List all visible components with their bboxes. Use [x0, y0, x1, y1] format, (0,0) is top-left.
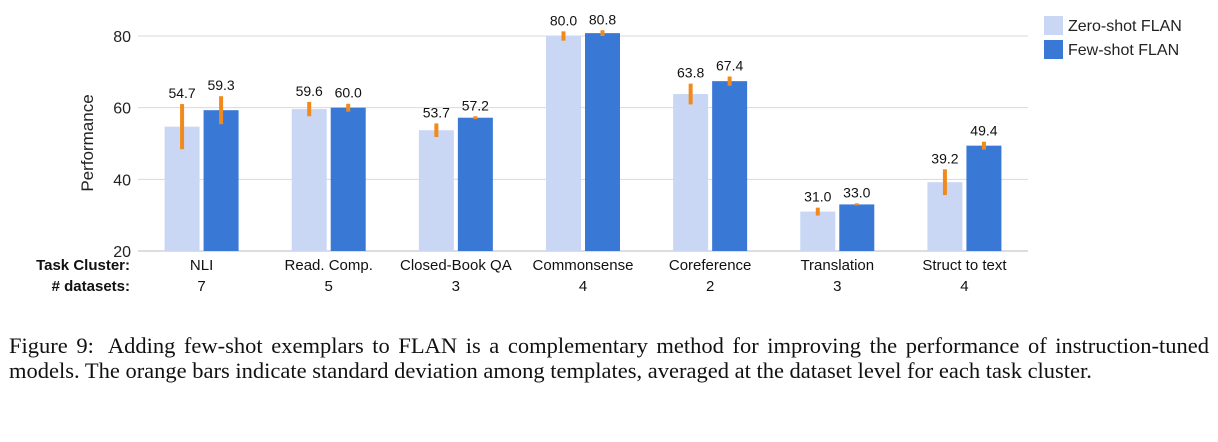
error-bar — [600, 30, 605, 36]
dataset-count-labels: 7 5 3 4 2 3 4 — [197, 278, 968, 295]
bar — [966, 145, 1002, 251]
bars — [164, 33, 1002, 252]
value-label: 80.0 — [550, 12, 577, 28]
y-tick-label: 40 — [113, 172, 131, 189]
value-label: 54.7 — [168, 85, 195, 101]
category-label: Coreference — [669, 257, 752, 274]
value-labels: 54.7 59.3 59.6 60.0 53.7 57.2 80.0 80.8 63.8 67.4… — [168, 11, 997, 204]
caption-label: Figure 9: — [9, 333, 94, 358]
category-labels: NLI Read. Comp. Closed-Book QA Commonsense C… — [190, 257, 1007, 274]
bar — [203, 110, 239, 251]
value-label: 63.8 — [677, 65, 704, 81]
category-label: Struct to text — [922, 257, 1007, 274]
bar — [418, 130, 454, 251]
category-label: Commonsense — [533, 257, 634, 274]
legend-label: Zero-shot FLAN — [1068, 18, 1182, 35]
dataset-count: 3 — [833, 278, 841, 295]
value-label: 33.0 — [843, 184, 870, 200]
bar — [712, 81, 748, 252]
error-bar — [942, 169, 947, 196]
category-label: Read. Comp. — [285, 257, 373, 274]
bar — [546, 36, 581, 251]
value-label: 59.6 — [296, 83, 323, 99]
y-tick-label: 60 — [113, 101, 131, 118]
dataset-count: 4 — [960, 278, 968, 295]
bar — [457, 117, 493, 251]
y-tick-label: 80 — [113, 29, 131, 46]
value-label: 67.4 — [716, 57, 743, 73]
error-bar — [561, 31, 566, 41]
legend: Zero-shot FLAN Few-shot FLAN — [1044, 16, 1182, 59]
value-label: 39.2 — [931, 150, 958, 166]
value-label: 31.0 — [804, 189, 831, 205]
bar — [673, 94, 709, 251]
bar — [330, 107, 366, 252]
bar — [585, 33, 620, 252]
error-bar — [307, 101, 312, 117]
bar — [800, 211, 836, 251]
error-bars — [180, 30, 986, 216]
grid-lines — [138, 35, 1028, 252]
y-tick-label: 20 — [113, 244, 131, 261]
legend-label: Few-shot FLAN — [1068, 42, 1179, 59]
error-bar — [434, 123, 439, 138]
error-bar — [219, 96, 224, 125]
value-label: 49.4 — [970, 123, 997, 139]
error-bar — [727, 76, 732, 86]
error-bar — [981, 141, 986, 150]
error-bar — [688, 83, 693, 105]
y-axis-label: Performance — [78, 94, 97, 191]
value-label: 59.3 — [207, 77, 234, 93]
datasets-header: # datasets: — [52, 278, 130, 295]
value-label: 80.8 — [589, 11, 616, 27]
figure-caption: Figure 9: Adding few-shot exemplars to FL… — [9, 333, 1209, 383]
task-cluster-header: Task Cluster: — [36, 257, 130, 274]
value-label: 60.0 — [335, 85, 362, 101]
error-bar — [854, 203, 859, 206]
error-bar — [815, 207, 820, 216]
legend-swatch — [1044, 40, 1063, 59]
caption-text: Adding few-shot exemplars to FLAN is a c… — [9, 333, 1210, 383]
category-label: Closed-Book QA — [400, 257, 512, 274]
error-bar — [180, 104, 185, 150]
y-tick-labels: 20 40 60 80 — [113, 29, 131, 261]
dataset-count: 4 — [579, 278, 587, 295]
dataset-count: 5 — [325, 278, 333, 295]
error-bar — [473, 116, 478, 120]
category-label: Translation — [800, 257, 874, 274]
dataset-count: 2 — [706, 278, 714, 295]
bar — [291, 109, 327, 251]
bar — [839, 204, 875, 251]
category-label: NLI — [190, 257, 213, 274]
value-label: 57.2 — [462, 97, 489, 113]
dataset-count: 3 — [452, 278, 460, 295]
bar-chart: 20 40 60 80 Performance 54.7 59.3 59.6 60.0 53.… — [36, 11, 1182, 295]
dataset-count: 7 — [197, 278, 205, 295]
value-label: 53.7 — [423, 104, 450, 120]
error-bar — [346, 103, 351, 112]
legend-swatch — [1044, 16, 1063, 35]
